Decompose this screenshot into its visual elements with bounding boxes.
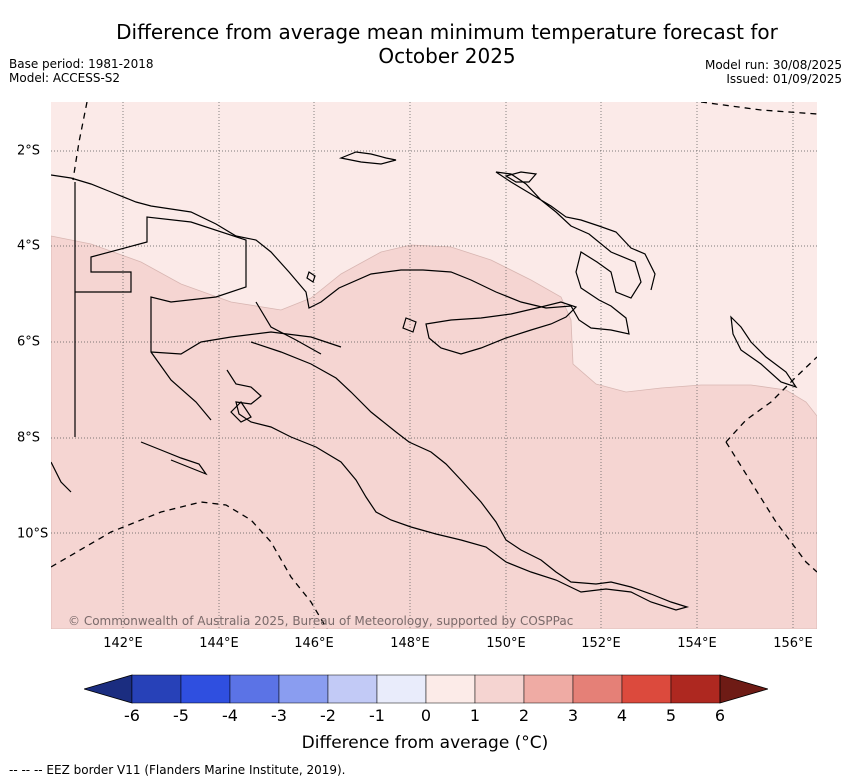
colorbar — [82, 674, 770, 704]
colorbar-cell — [572, 674, 623, 704]
lon-tick-150: 150°E — [486, 636, 526, 651]
colorbar-tick: 6 — [714, 706, 726, 725]
colorbar-cell — [327, 674, 378, 704]
colorbar-cell — [523, 674, 574, 704]
colorbar-cell — [621, 674, 672, 704]
eez-border — [51, 102, 817, 629]
issued-date: Issued: 01/09/2025 — [726, 72, 842, 86]
colorbar-cell — [180, 674, 231, 704]
colorbar-tick: 3 — [567, 706, 579, 725]
colorbar-label: Difference from average (°C) — [301, 733, 549, 753]
map-svg — [51, 102, 817, 629]
lat-tick-2s: 2°S — [17, 143, 41, 159]
colorbar-cell — [474, 674, 525, 704]
colorbar-tick: 5 — [665, 706, 677, 725]
colorbar-tick: -4 — [222, 706, 238, 725]
lon-tick-152: 152°E — [581, 636, 621, 651]
colorbar-tick: -3 — [271, 706, 287, 725]
colorbar-cell — [131, 674, 182, 704]
country-border — [74, 182, 342, 437]
colorbar-cell — [376, 674, 427, 704]
anomaly-region-1-2 — [51, 235, 817, 629]
meta-left: Base period: 1981-2018 Model: ACCESS-S2 — [9, 57, 154, 85]
lon-tick-142: 142°E — [103, 636, 143, 651]
colorbar-tick: -6 — [124, 706, 140, 725]
lon-tick-146: 146°E — [294, 636, 334, 651]
colorbar-cell — [425, 674, 476, 704]
lat-tick-6s: 6°S — [17, 334, 41, 350]
eez-legend-footnote: -- -- -- EEZ border V11 (Flanders Marine… — [9, 763, 346, 777]
colorbar-extend-high — [719, 674, 770, 704]
title-line-2: October 2025 — [378, 44, 516, 68]
colorbar-tick: 4 — [616, 706, 628, 725]
lon-tick-156: 156°E — [773, 636, 813, 651]
lon-tick-148: 148°E — [390, 636, 430, 651]
chart-title: Difference from average mean minimum tem… — [0, 20, 850, 68]
colorbar-tick: 2 — [518, 706, 530, 725]
colorbar-extend-low — [82, 674, 133, 704]
lon-tick-144: 144°E — [199, 636, 239, 651]
coastlines — [51, 151, 798, 611]
model-run: Model run: 30/08/2025 — [704, 58, 842, 72]
colorbar-cell — [670, 674, 721, 704]
colorbar-tick: -5 — [173, 706, 189, 725]
graticule — [51, 102, 817, 629]
model-name: Model: ACCESS-S2 — [9, 71, 121, 85]
colorbar-tick: -1 — [369, 706, 385, 725]
lat-tick-4s: 4°S — [17, 238, 41, 254]
colorbar-tick: 1 — [469, 706, 481, 725]
map-panel — [51, 102, 817, 629]
lat-tick-8s: 8°S — [17, 430, 41, 446]
meta-right: Model run: 30/08/2025 Issued: 01/09/2025 — [705, 58, 842, 86]
colorbar-tick: 0 — [420, 706, 432, 725]
base-period: Base period: 1981-2018 — [9, 57, 154, 71]
copyright-notice: © Commonwealth of Australia 2025, Bureau… — [68, 614, 574, 628]
colorbar-tick: -2 — [320, 706, 336, 725]
title-line-1: Difference from average mean minimum tem… — [116, 20, 778, 44]
lat-tick-10s: 10°S — [17, 526, 49, 542]
colorbar-cell — [229, 674, 280, 704]
lon-tick-154: 154°E — [677, 636, 717, 651]
colorbar-cell — [278, 674, 329, 704]
